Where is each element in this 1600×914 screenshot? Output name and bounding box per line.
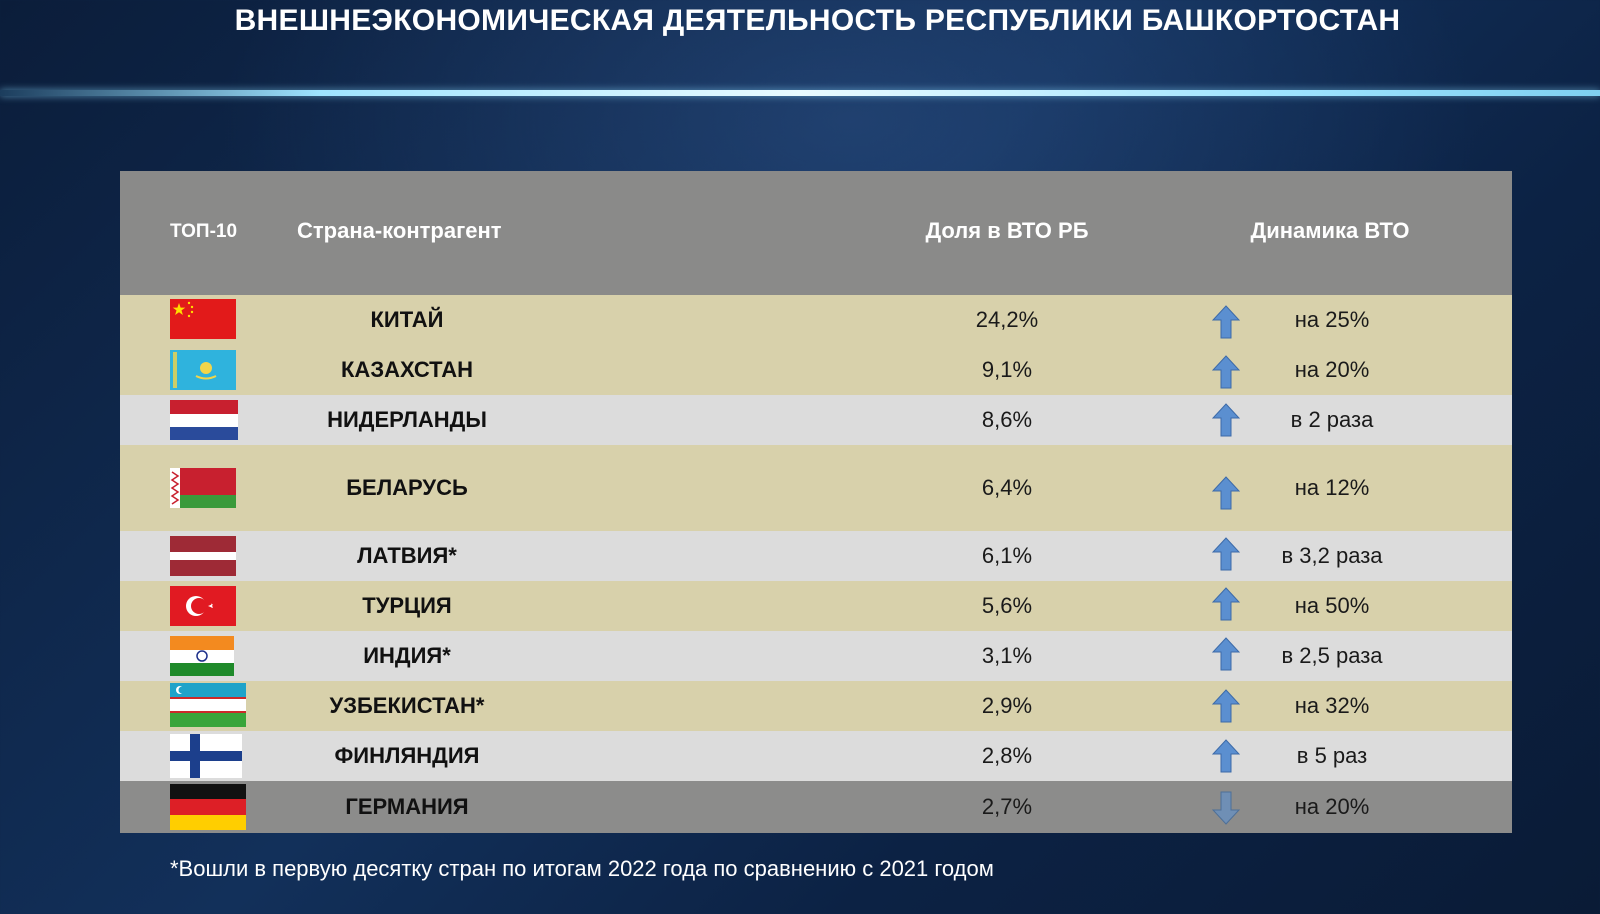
share-value: 2,8% — [981, 743, 1033, 768]
netherlands-flag — [170, 400, 238, 440]
table-row: ФИНЛЯНДИЯ 2,8% в 5 раз — [120, 731, 1512, 781]
table-row: КИТАЙ 24,2% на 25% — [120, 295, 1512, 345]
table-row: БЕЛАРУСЬ 6,4% на 12% — [120, 445, 1512, 531]
country-name: ЛАТВИЯ* — [357, 543, 457, 568]
dynamics-value: в 2,5 раза — [1281, 643, 1383, 668]
dynamics-value: на 32% — [1294, 693, 1370, 718]
arrow-up-icon — [1212, 587, 1240, 621]
country-name: ФИНЛЯНДИЯ — [334, 743, 480, 768]
dynamics-value: на 50% — [1294, 593, 1370, 618]
dynamics-value: на 20% — [1294, 794, 1370, 819]
table-row: ТУРЦИЯ 5,6% на 50% — [120, 581, 1512, 631]
arrow-up-icon — [1212, 637, 1240, 671]
table-row: УЗБЕКИСТАН* 2,9% на 32% — [120, 681, 1512, 731]
footnote: *Вошли в первую десятку стран по итогам … — [170, 856, 994, 881]
dynamics-value: на 12% — [1294, 475, 1370, 500]
uzbekistan-flag — [170, 683, 246, 727]
arrow-down-icon — [1212, 791, 1240, 825]
share-value: 3,1% — [981, 643, 1033, 668]
arrow-up-icon — [1212, 305, 1240, 339]
table-row: ГЕРМАНИЯ 2,7% на 20% — [120, 781, 1512, 833]
header-dynamics: Динамика ВТО — [1250, 218, 1410, 243]
dynamics-value: в 3,2 раза — [1281, 543, 1383, 568]
dynamics-value: на 20% — [1294, 357, 1370, 382]
germany-flag — [170, 784, 246, 830]
table-row: НИДЕРЛАНДЫ 8,6% в 2 раза — [120, 395, 1512, 445]
country-name: ТУРЦИЯ — [362, 593, 452, 618]
dynamics-value: на 25% — [1294, 307, 1370, 332]
share-value: 6,4% — [981, 475, 1033, 500]
header-share: Доля в ВТО РБ — [925, 218, 1089, 243]
arrow-up-icon — [1212, 739, 1240, 773]
share-value: 8,6% — [981, 407, 1033, 432]
arrow-up-icon — [1212, 476, 1240, 510]
header-divider — [0, 90, 1600, 96]
trade-table: ТОП-10 Страна-контрагент Доля в ВТО РБ Д… — [120, 171, 1512, 833]
share-value: 6,1% — [981, 543, 1033, 568]
china-flag — [170, 299, 236, 339]
country-name: БЕЛАРУСЬ — [346, 475, 468, 500]
country-name: НИДЕРЛАНДЫ — [327, 407, 487, 432]
arrow-up-icon — [1212, 403, 1240, 437]
share-value: 5,6% — [981, 593, 1033, 618]
country-name: ГЕРМАНИЯ — [345, 794, 469, 819]
table-row: ЛАТВИЯ* 6,1% в 3,2 раза — [120, 531, 1512, 581]
turkey-flag — [170, 586, 236, 626]
share-value: 2,9% — [981, 693, 1033, 718]
share-value: 2,7% — [981, 794, 1033, 819]
belarus-flag — [170, 468, 236, 508]
arrow-up-icon — [1212, 355, 1240, 389]
latvia-flag — [170, 536, 236, 576]
country-name: КАЗАХСТАН — [341, 357, 473, 382]
header-country: Страна-контрагент — [297, 218, 502, 243]
india-flag — [170, 636, 234, 676]
dynamics-value: в 5 раз — [1296, 743, 1368, 768]
arrow-up-icon — [1212, 537, 1240, 571]
kazakhstan-flag — [170, 350, 236, 390]
share-value: 24,2% — [975, 307, 1039, 332]
header-rank: ТОП-10 — [170, 221, 238, 242]
country-name: ИНДИЯ* — [363, 643, 451, 668]
table-row: КАЗАХСТАН 9,1% на 20% — [120, 345, 1512, 395]
country-name: УЗБЕКИСТАН* — [329, 693, 485, 718]
table-header: ТОП-10 Страна-контрагент Доля в ВТО РБ Д… — [120, 171, 1512, 295]
arrow-up-icon — [1212, 689, 1240, 723]
page-title: ВНЕШНЕЭКОНОМИЧЕСКАЯ ДЕЯТЕЛЬНОСТЬ РЕСПУБЛ… — [234, 4, 1401, 37]
finland-flag — [170, 734, 242, 778]
share-value: 9,1% — [981, 357, 1033, 382]
table-row: ИНДИЯ* 3,1% в 2,5 раза — [120, 631, 1512, 681]
dynamics-value: в 2 раза — [1290, 407, 1374, 432]
country-name: КИТАЙ — [370, 307, 444, 332]
